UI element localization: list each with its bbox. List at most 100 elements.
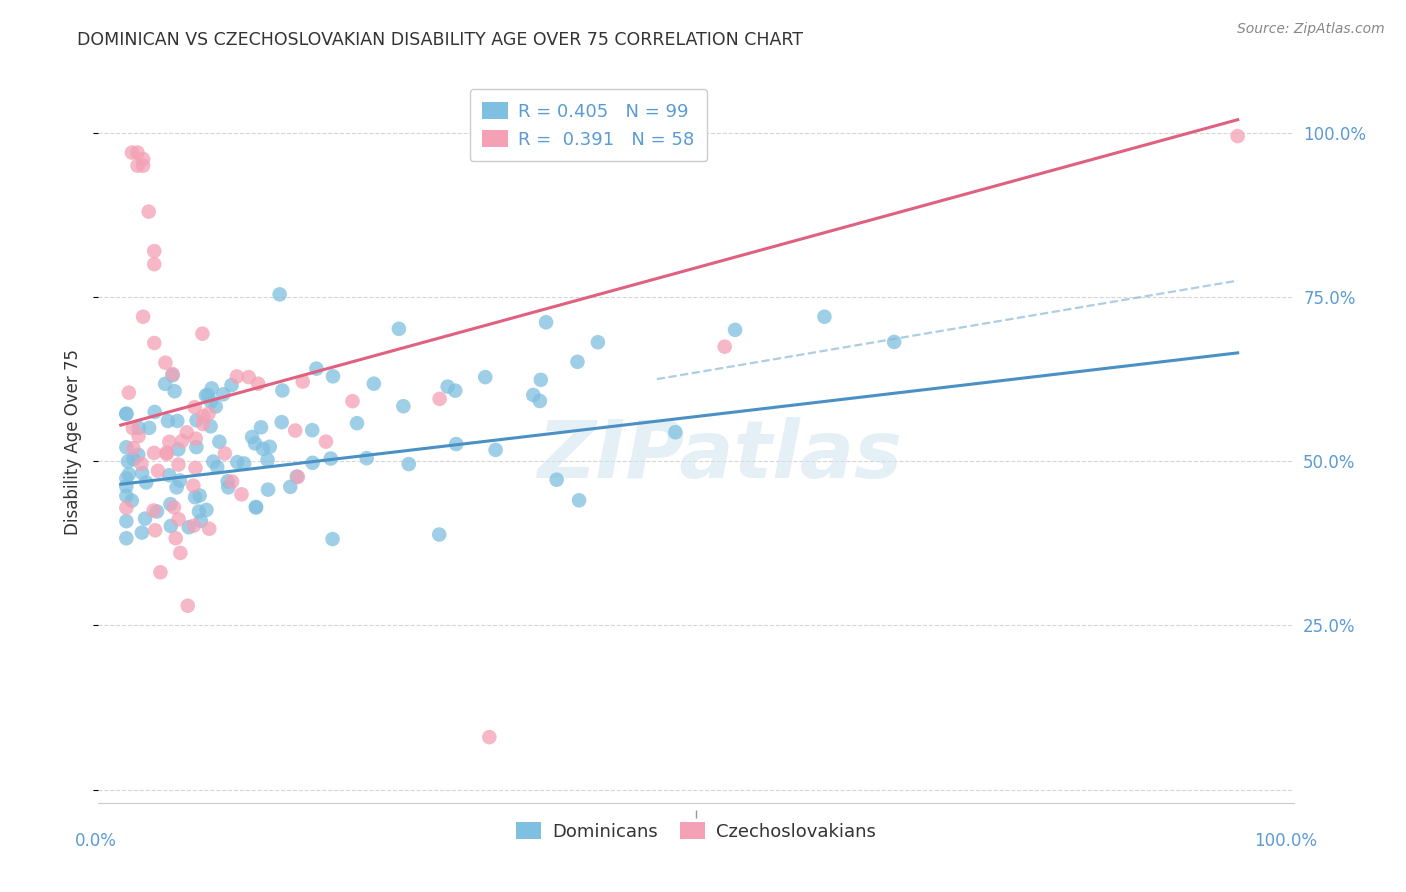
Point <box>135 475 157 490</box>
Point <box>184 490 207 504</box>
Point <box>322 532 344 546</box>
Point <box>143 244 166 258</box>
Point <box>724 323 747 337</box>
Point <box>169 546 191 560</box>
Point <box>132 159 155 173</box>
Point <box>208 434 231 449</box>
Point <box>115 440 138 454</box>
Point <box>191 326 214 341</box>
Point <box>155 356 177 370</box>
Point <box>157 434 180 449</box>
Point <box>134 511 156 525</box>
Point <box>191 409 214 424</box>
Point <box>212 387 235 401</box>
Point <box>664 425 686 440</box>
Point <box>221 475 243 489</box>
Point <box>529 394 551 409</box>
Point <box>149 566 172 580</box>
Point <box>238 370 260 384</box>
Y-axis label: Disability Age Over 75: Disability Age Over 75 <box>65 349 83 534</box>
Point <box>586 335 609 350</box>
Point <box>128 421 150 435</box>
Point <box>398 457 420 471</box>
Point <box>156 445 179 459</box>
Point <box>186 440 208 454</box>
Point <box>240 430 263 444</box>
Point <box>217 475 239 489</box>
Point <box>233 457 256 471</box>
Point <box>188 489 211 503</box>
Legend: Dominicans, Czechoslovakians: Dominicans, Czechoslovakians <box>509 815 883 848</box>
Point <box>167 512 190 526</box>
Point <box>342 394 364 409</box>
Point <box>285 469 308 483</box>
Point <box>522 388 544 402</box>
Point <box>166 414 188 428</box>
Point <box>167 442 190 457</box>
Point <box>165 531 187 545</box>
Point <box>484 442 506 457</box>
Point <box>115 407 138 421</box>
Point <box>363 376 385 391</box>
Point <box>478 730 501 744</box>
Point <box>214 446 236 460</box>
Point <box>198 522 221 536</box>
Point <box>278 480 301 494</box>
Point <box>427 527 450 541</box>
Point <box>221 378 243 392</box>
Point <box>146 504 169 518</box>
Point <box>121 145 143 160</box>
Point <box>167 458 190 472</box>
Point <box>127 145 149 160</box>
Point <box>356 451 378 466</box>
Point <box>436 379 458 393</box>
Point <box>245 500 267 515</box>
Point <box>127 448 149 462</box>
Point <box>534 315 557 329</box>
Point <box>813 310 835 324</box>
Point <box>177 520 200 534</box>
Text: DOMINICAN VS CZECHOSLOVAKIAN DISABILITY AGE OVER 75 CORRELATION CHART: DOMINICAN VS CZECHOSLOVAKIAN DISABILITY … <box>77 31 803 49</box>
Point <box>131 466 153 480</box>
Point <box>131 457 153 471</box>
Point <box>202 454 225 468</box>
Text: 100.0%: 100.0% <box>1254 831 1317 850</box>
Point <box>713 340 735 354</box>
Point <box>159 519 181 533</box>
Point <box>259 440 281 454</box>
Point <box>131 525 153 540</box>
Point <box>162 368 184 383</box>
Point <box>128 429 150 443</box>
Point <box>118 385 141 400</box>
Point <box>201 381 224 395</box>
Point <box>115 500 138 515</box>
Point <box>156 447 179 461</box>
Point <box>115 514 138 528</box>
Point <box>186 413 208 427</box>
Point <box>138 204 160 219</box>
Point <box>159 497 181 511</box>
Point <box>190 514 212 528</box>
Point <box>305 361 328 376</box>
Point <box>153 376 176 391</box>
Point <box>146 464 169 478</box>
Point <box>166 480 188 494</box>
Point <box>143 523 166 537</box>
Point <box>319 451 342 466</box>
Point <box>568 493 591 508</box>
Point <box>225 369 247 384</box>
Point <box>444 437 467 451</box>
Point <box>176 425 198 440</box>
Point <box>132 310 155 324</box>
Point <box>346 416 368 430</box>
Point <box>245 500 267 514</box>
Point <box>322 369 344 384</box>
Point <box>183 478 205 492</box>
Point <box>247 376 270 391</box>
Point <box>315 434 337 449</box>
Point <box>200 419 222 434</box>
Point <box>143 405 166 419</box>
Point <box>191 417 214 431</box>
Point <box>177 599 200 613</box>
Point <box>567 355 589 369</box>
